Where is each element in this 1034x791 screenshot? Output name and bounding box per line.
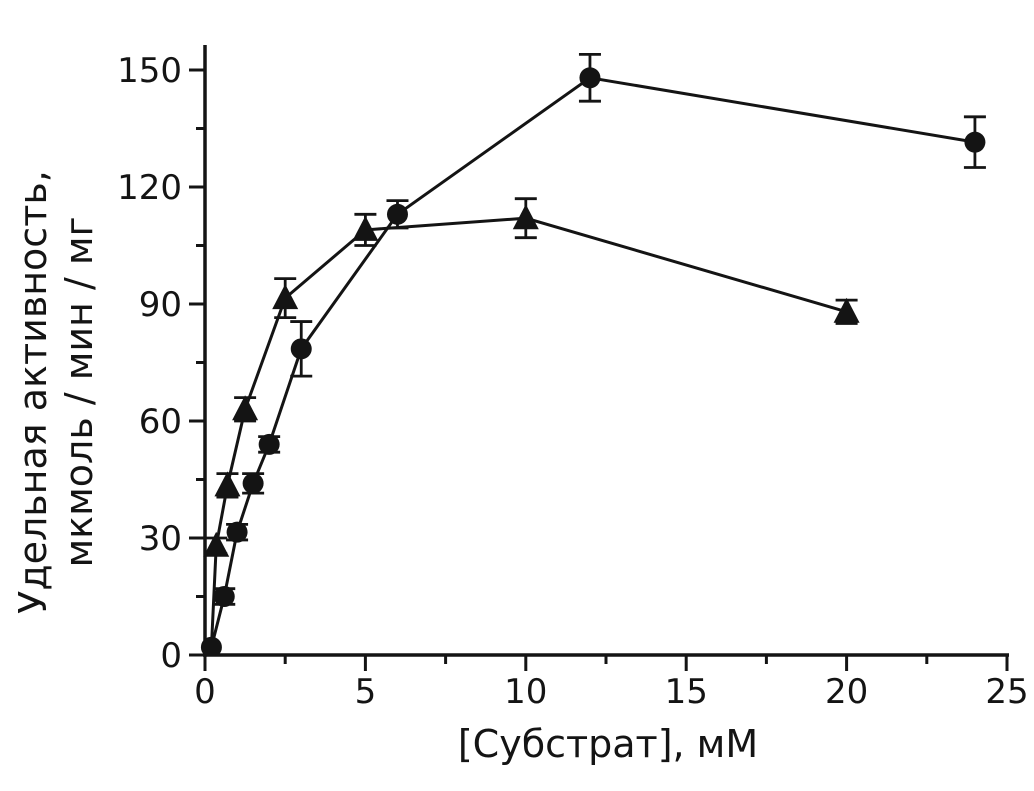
x-tick-label: 5 — [355, 672, 377, 712]
triangle-marker — [203, 531, 230, 557]
triangle-marker — [214, 471, 241, 497]
y-tick-label: 150 — [117, 51, 182, 91]
circle-marker — [386, 203, 408, 225]
series-triangles — [203, 197, 860, 648]
triangle-marker — [833, 297, 860, 323]
series-line-circles — [209, 76, 976, 648]
circle-marker — [226, 521, 248, 543]
triangle-marker — [352, 215, 379, 241]
series-circles — [200, 53, 986, 655]
circle-marker — [242, 472, 264, 494]
y-tick-label: 90 — [139, 285, 182, 325]
x-tick-label: 0 — [194, 672, 216, 712]
triangle-marker — [272, 284, 299, 310]
y-tick-label: 30 — [139, 519, 182, 559]
x-tick-label: 20 — [825, 672, 868, 712]
triangle-marker — [232, 395, 259, 421]
plot-area — [200, 53, 986, 655]
y-axis-title-line2: мкмоль / мин / мг — [57, 217, 101, 568]
x-axis-title: [Субстрат], мМ — [458, 722, 758, 766]
circle-marker — [964, 131, 986, 153]
circle-marker — [213, 586, 235, 607]
x-tick-label: 10 — [504, 672, 547, 712]
circle-marker — [579, 67, 601, 89]
circle-marker — [290, 338, 312, 360]
y-tick-label: 60 — [139, 402, 182, 442]
y-tick-label: 120 — [117, 168, 182, 208]
circle-marker — [258, 433, 280, 455]
x-tick-label: 15 — [665, 672, 708, 712]
series-line-triangles — [209, 216, 848, 648]
x-tick-label: 25 — [985, 672, 1028, 712]
triangle-marker — [512, 204, 539, 230]
y-tick-label: 0 — [160, 636, 182, 676]
y-axis-title-line1: Удельная активность, — [11, 170, 55, 614]
